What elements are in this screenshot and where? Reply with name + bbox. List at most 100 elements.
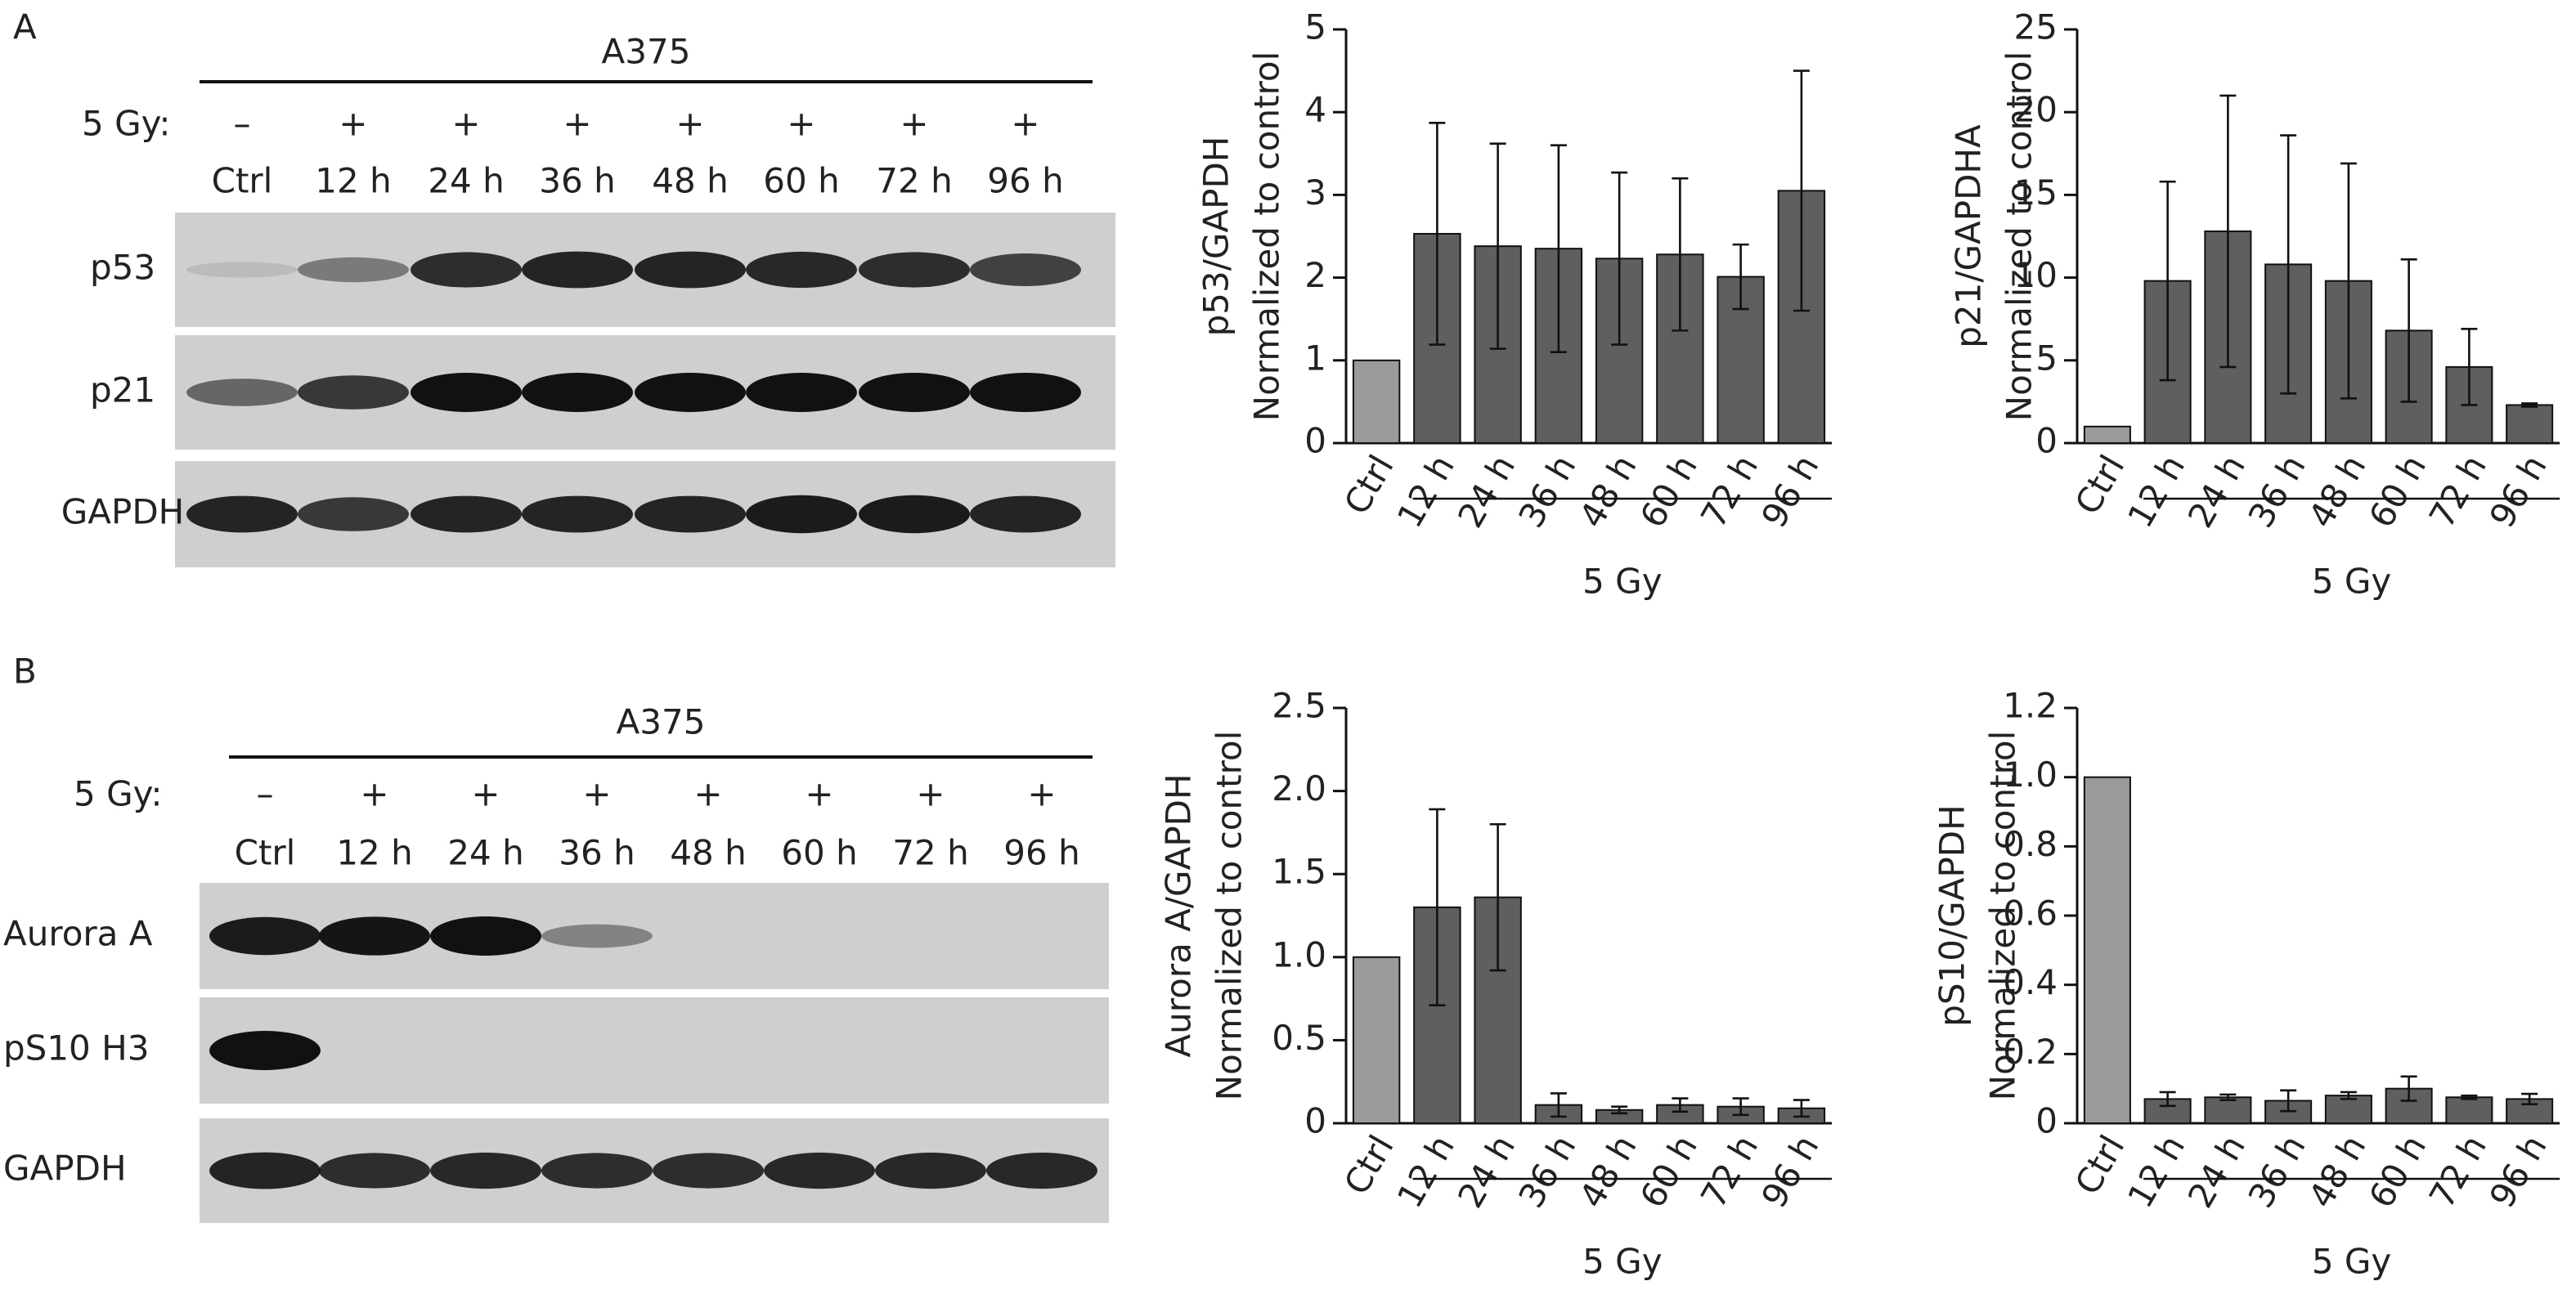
bar xyxy=(2506,404,2554,444)
y-tick-label: 1.0 xyxy=(1272,934,1326,974)
x-tick-label: 12 h xyxy=(2120,448,2192,534)
y-tick-label: 4 xyxy=(1304,90,1326,130)
y-tick-label: 15 xyxy=(2014,172,2058,213)
lane-label: Ctrl xyxy=(212,161,273,201)
band xyxy=(209,916,321,956)
bar xyxy=(2445,1096,2493,1124)
row-label: p21 xyxy=(90,370,155,410)
treatment: – xyxy=(234,104,251,144)
band xyxy=(764,1152,875,1189)
row-label: pS10 H3 xyxy=(3,1028,149,1068)
band xyxy=(298,375,409,410)
lane-label: 60 h xyxy=(763,161,839,201)
band xyxy=(411,373,522,412)
x-tick-label: 36 h xyxy=(1510,1128,1583,1214)
band xyxy=(635,495,746,533)
x-tick-label: 24 h xyxy=(2180,448,2253,534)
treatment: + xyxy=(900,104,928,144)
lane-label: 36 h xyxy=(559,833,635,873)
y-tick-label: 0.6 xyxy=(2003,894,2058,934)
y-tick-label: 5 xyxy=(2035,338,2058,378)
lane-label: 72 h xyxy=(876,161,952,201)
x-tick-label: 12 h xyxy=(2120,1128,2192,1214)
lane-label: 60 h xyxy=(781,833,857,873)
y-tick-label: 2.5 xyxy=(1272,686,1326,726)
band xyxy=(522,251,633,289)
x-tick-label: 72 h xyxy=(2421,448,2494,534)
error-bar xyxy=(1793,1099,1810,1118)
band xyxy=(635,373,746,412)
error-bar xyxy=(1550,144,1567,353)
x-tick-label: 48 h xyxy=(1572,448,1645,534)
error-bar xyxy=(1489,142,1506,350)
y-tick-label: 0 xyxy=(1304,1101,1326,1141)
y-axis-label: p21/GAPDHA xyxy=(1949,124,1989,348)
x-tick-label: 24 h xyxy=(1450,448,1523,534)
treatment: + xyxy=(582,774,611,814)
lane-label: 12 h xyxy=(315,161,391,201)
band xyxy=(430,916,541,956)
treatment: + xyxy=(787,104,815,144)
band xyxy=(875,1152,986,1189)
bar xyxy=(2204,1096,2252,1124)
error-bar xyxy=(2340,162,2357,400)
lane-label: 72 h xyxy=(892,833,968,873)
band xyxy=(298,497,409,531)
x-tick-label: 48 h xyxy=(2300,448,2373,534)
row-label: p53 xyxy=(90,248,155,288)
y-axis-label: Normalized to control xyxy=(1209,731,1250,1101)
y-axis-label: Normalized to control xyxy=(1247,52,1287,422)
band xyxy=(859,373,970,412)
treatment: + xyxy=(563,104,591,144)
panel-label: A xyxy=(13,7,37,47)
band xyxy=(430,1152,541,1189)
bar xyxy=(2324,1095,2372,1124)
x-tick-label: 96 h xyxy=(2482,448,2555,534)
x-tick-label: 60 h xyxy=(2361,448,2434,534)
error-bar xyxy=(2521,1092,2538,1106)
x-tick-label: 72 h xyxy=(1693,1128,1766,1214)
error-bar xyxy=(1429,808,1446,1007)
row-label: GAPDH xyxy=(3,1149,127,1189)
x-tick-label: 48 h xyxy=(1572,1128,1645,1214)
x-tick-label: 96 h xyxy=(1753,448,1826,534)
group-label: 5 Gy xyxy=(2312,1242,2391,1282)
lane-label: 36 h xyxy=(539,161,615,201)
band xyxy=(746,495,857,534)
lane-label: 48 h xyxy=(670,833,746,873)
bar xyxy=(2083,776,2131,1125)
band xyxy=(541,924,653,948)
band xyxy=(186,379,298,406)
error-bar xyxy=(2340,1091,2357,1100)
y-axis-label: pS10/GAPDH xyxy=(1932,804,1972,1026)
panel-label: B xyxy=(13,652,37,692)
band xyxy=(319,1153,430,1189)
cell-line: A375 xyxy=(602,32,691,72)
error-bar xyxy=(2280,134,2297,395)
y-tick-label: 0.5 xyxy=(1272,1018,1326,1058)
x-tick-label: 12 h xyxy=(1389,448,1462,534)
lane-label: 96 h xyxy=(987,161,1063,201)
error-bar xyxy=(1672,177,1689,332)
error-bar xyxy=(1672,1097,1689,1113)
treatment: + xyxy=(1027,774,1056,814)
error-bar xyxy=(2461,1094,2478,1100)
error-bar xyxy=(1489,822,1506,972)
bar xyxy=(1352,956,1401,1125)
band xyxy=(970,253,1081,286)
group-label: 5 Gy xyxy=(1582,1242,1662,1282)
band xyxy=(298,257,409,283)
band xyxy=(411,252,522,288)
bar xyxy=(2506,1098,2554,1125)
group-label: 5 Gy xyxy=(2312,562,2391,602)
band xyxy=(209,1152,321,1189)
y-tick-label: 25 xyxy=(2014,7,2058,47)
band xyxy=(746,373,857,412)
error-bar xyxy=(2280,1089,2297,1113)
y-tick-label: 2.0 xyxy=(1272,768,1326,809)
treatment: + xyxy=(805,774,833,814)
x-tick-label: 48 h xyxy=(2300,1128,2373,1214)
error-bar xyxy=(2400,1075,2417,1102)
bar xyxy=(1352,359,1401,444)
